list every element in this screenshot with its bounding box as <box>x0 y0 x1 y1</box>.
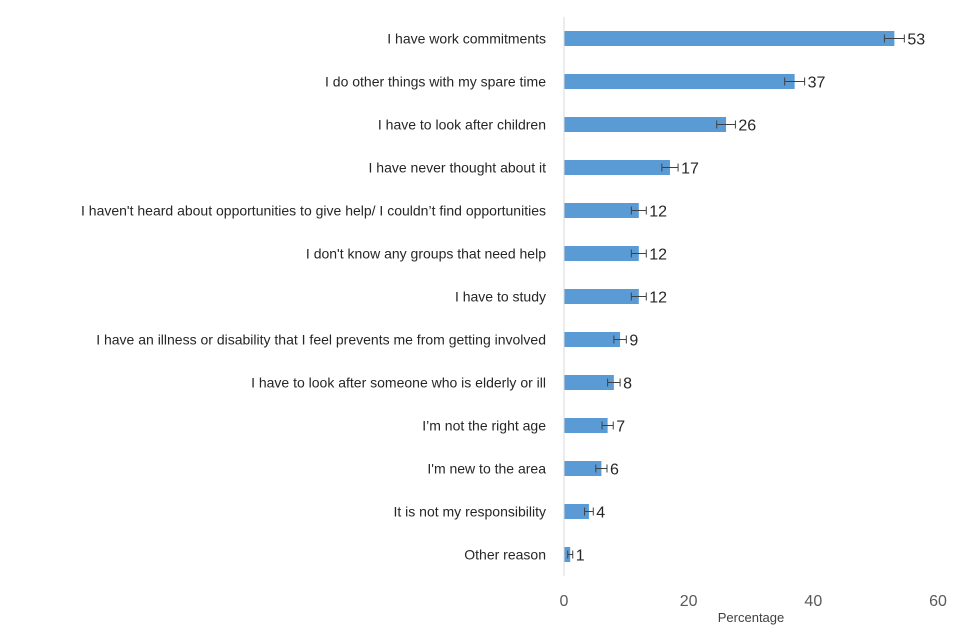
bar <box>564 117 727 132</box>
category-label: I don't know any groups that need help <box>306 246 546 262</box>
error-bar <box>716 120 736 129</box>
error-bar <box>630 206 647 215</box>
error-bar <box>613 335 627 344</box>
category-label: I have work commitments <box>387 31 546 47</box>
value-labels-group: 53 37 26 17 12 12 12 9 8 7 6 4 1 <box>576 32 926 565</box>
category-labels-group: I have work commitments I do other things… <box>81 31 546 563</box>
error-bar <box>595 464 608 473</box>
value-label: 26 <box>738 118 756 135</box>
value-label: 12 <box>649 290 667 307</box>
category-label: I do other things with my spare time <box>325 74 546 90</box>
bar <box>564 246 639 261</box>
category-label: I haven't heard about opportunities to g… <box>81 203 546 219</box>
error-bar <box>661 163 679 172</box>
category-label: I have an illness or disability that I f… <box>96 332 546 348</box>
value-label: 37 <box>808 75 826 92</box>
category-label: It is not my responsibility <box>394 504 547 520</box>
category-label: I have to look after children <box>378 117 546 133</box>
bar <box>564 418 608 433</box>
error-bars-group <box>567 34 905 559</box>
bar <box>564 31 895 46</box>
x-axis-title: Percentage <box>718 610 785 625</box>
x-tick-label: 0 <box>560 593 569 610</box>
error-bar <box>883 34 905 43</box>
value-label: 8 <box>623 376 632 393</box>
x-tick-label: 60 <box>929 593 947 610</box>
bars-group <box>564 31 895 562</box>
category-label: Other reason <box>464 547 546 563</box>
bar <box>564 289 639 304</box>
value-label: 12 <box>649 247 667 264</box>
value-label: 9 <box>629 333 638 350</box>
x-tick-label: 40 <box>804 593 822 610</box>
error-bar <box>630 292 647 301</box>
bar <box>564 332 621 347</box>
error-bar <box>607 378 621 387</box>
value-label: 53 <box>907 32 925 49</box>
error-bar <box>601 421 614 430</box>
category-label: I have to look after someone who is elde… <box>251 375 546 391</box>
x-tick-label: 20 <box>680 593 698 610</box>
error-bar <box>584 507 594 516</box>
category-label: I'm new to the area <box>427 461 546 477</box>
bar <box>564 504 589 519</box>
bar <box>564 547 571 562</box>
value-label: 1 <box>576 548 585 565</box>
error-bar <box>567 550 574 559</box>
category-label: I have to study <box>455 289 546 305</box>
bar <box>564 203 639 218</box>
category-label: I have never thought about it <box>369 160 547 176</box>
bar <box>564 74 795 89</box>
bar <box>564 461 602 476</box>
value-label: 17 <box>681 161 699 178</box>
bar <box>564 160 670 175</box>
bar <box>564 375 614 390</box>
value-label: 6 <box>610 462 619 479</box>
x-tick-labels-group: 0 20 40 60 <box>560 593 947 610</box>
error-bar <box>784 77 806 86</box>
value-label: 4 <box>596 505 605 522</box>
category-label: I’m not the right age <box>422 418 546 434</box>
error-bar <box>630 249 647 258</box>
value-label: 7 <box>616 419 625 436</box>
value-label: 12 <box>649 204 667 221</box>
